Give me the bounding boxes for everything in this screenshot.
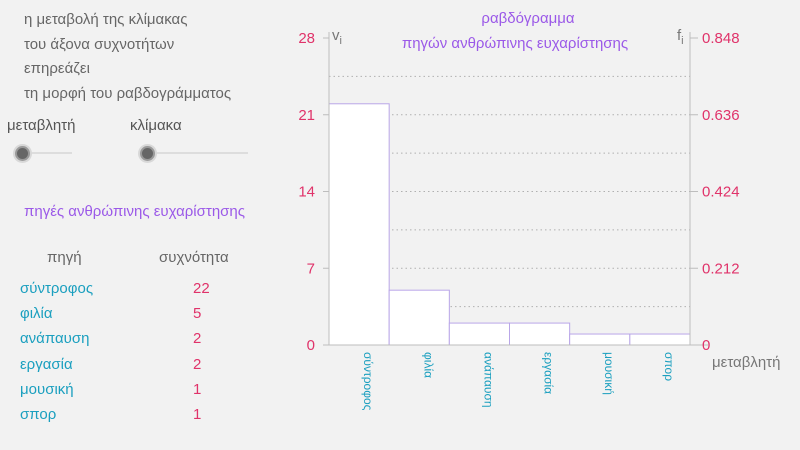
table-row-frequency: 22 — [193, 280, 210, 297]
table-row-frequency: 1 — [193, 380, 202, 398]
table-header-source: πηγή — [47, 249, 82, 266]
category-label: σπορ — [662, 352, 676, 381]
table-row-name: φιλία — [20, 305, 53, 323]
y-tick-label: 7 — [307, 260, 315, 277]
category-label: ανάπαυση — [481, 352, 495, 408]
bar — [388, 289, 450, 346]
y2-tick-label: 0.212 — [702, 260, 740, 277]
y-tick-label: 21 — [298, 107, 315, 124]
intro-line: η μεταβολή της κλίμακας — [24, 11, 188, 28]
y2-tick-label: 0.636 — [702, 107, 740, 124]
y2-axis-label-main: f — [677, 27, 682, 44]
scale-slider-track[interactable] — [140, 152, 248, 154]
bar — [629, 333, 691, 346]
y-axis-label-sub: i — [340, 35, 342, 47]
chart-labels: 0 7 14 21 28 0 0.212 0.424 0.636 0.848 σύντροφος φι… — [298, 30, 739, 411]
y2-axis-label-sub: i — [681, 35, 683, 47]
category-label: μουσική — [602, 352, 616, 395]
table-row-frequency: 1 — [193, 406, 202, 423]
table-row-frequency: 2 — [193, 355, 202, 373]
variable-slider-label: μεταβλητή — [7, 117, 76, 134]
chart-axes — [323, 32, 708, 346]
table-row-name: εργασία — [20, 355, 73, 373]
category-label: σύντροφος — [361, 352, 375, 411]
y-tick-label: 28 — [298, 30, 315, 47]
bar — [448, 322, 511, 346]
table-row-name: ανάπαυση — [20, 330, 90, 348]
intro-line: επηρεάζει — [24, 60, 90, 77]
scale-slider-label: κλίμακα — [130, 117, 182, 134]
y-axis-label: vi — [332, 27, 342, 47]
table-row-name: σύντροφος — [20, 280, 94, 297]
chart-grid — [329, 75, 690, 308]
category-label: φιλία — [421, 352, 435, 378]
variable-slider-track[interactable] — [16, 152, 72, 154]
y-tick-label: 14 — [298, 184, 315, 201]
intro-line: τη μορφή του ραβδογράμματος — [24, 84, 232, 102]
y2-tick-label: 0.848 — [702, 30, 740, 47]
bar — [569, 333, 631, 346]
y2-tick-label: 0.424 — [702, 184, 740, 201]
y2-tick-label: 0 — [702, 337, 710, 354]
x-axis-label: μεταβλητή — [712, 354, 780, 371]
table-row-frequency: 5 — [193, 305, 202, 323]
table-row-name: σπορ — [20, 406, 57, 423]
scale-slider-knob[interactable] — [140, 146, 155, 161]
table-header-frequency: συχνότητα — [159, 249, 229, 266]
table-row-frequency: 2 — [193, 330, 202, 348]
bar — [328, 103, 390, 346]
bar — [509, 322, 571, 346]
chart-bars — [328, 103, 691, 346]
table-title: πηγές ανθρώπινης ευχαρίστησης — [24, 203, 245, 220]
table-row-name: μουσική — [20, 380, 74, 398]
intro-line: του άξονα συχνοτήτων — [24, 35, 175, 53]
category-label: εργασία — [542, 352, 556, 394]
chart-title: ραβδόγραμμα — [481, 10, 575, 27]
variable-slider-knob[interactable] — [15, 146, 30, 161]
y2-axis-label: fi — [677, 27, 684, 47]
y-tick-label: 0 — [307, 337, 315, 354]
chart-subtitle: πηγών ανθρώπινης ευχαρίστησης — [402, 35, 628, 52]
intro-text: η μεταβολή της κλίμακας του άξονα συχνοτ… — [24, 8, 231, 106]
y-axis-label-main: v — [332, 27, 340, 44]
